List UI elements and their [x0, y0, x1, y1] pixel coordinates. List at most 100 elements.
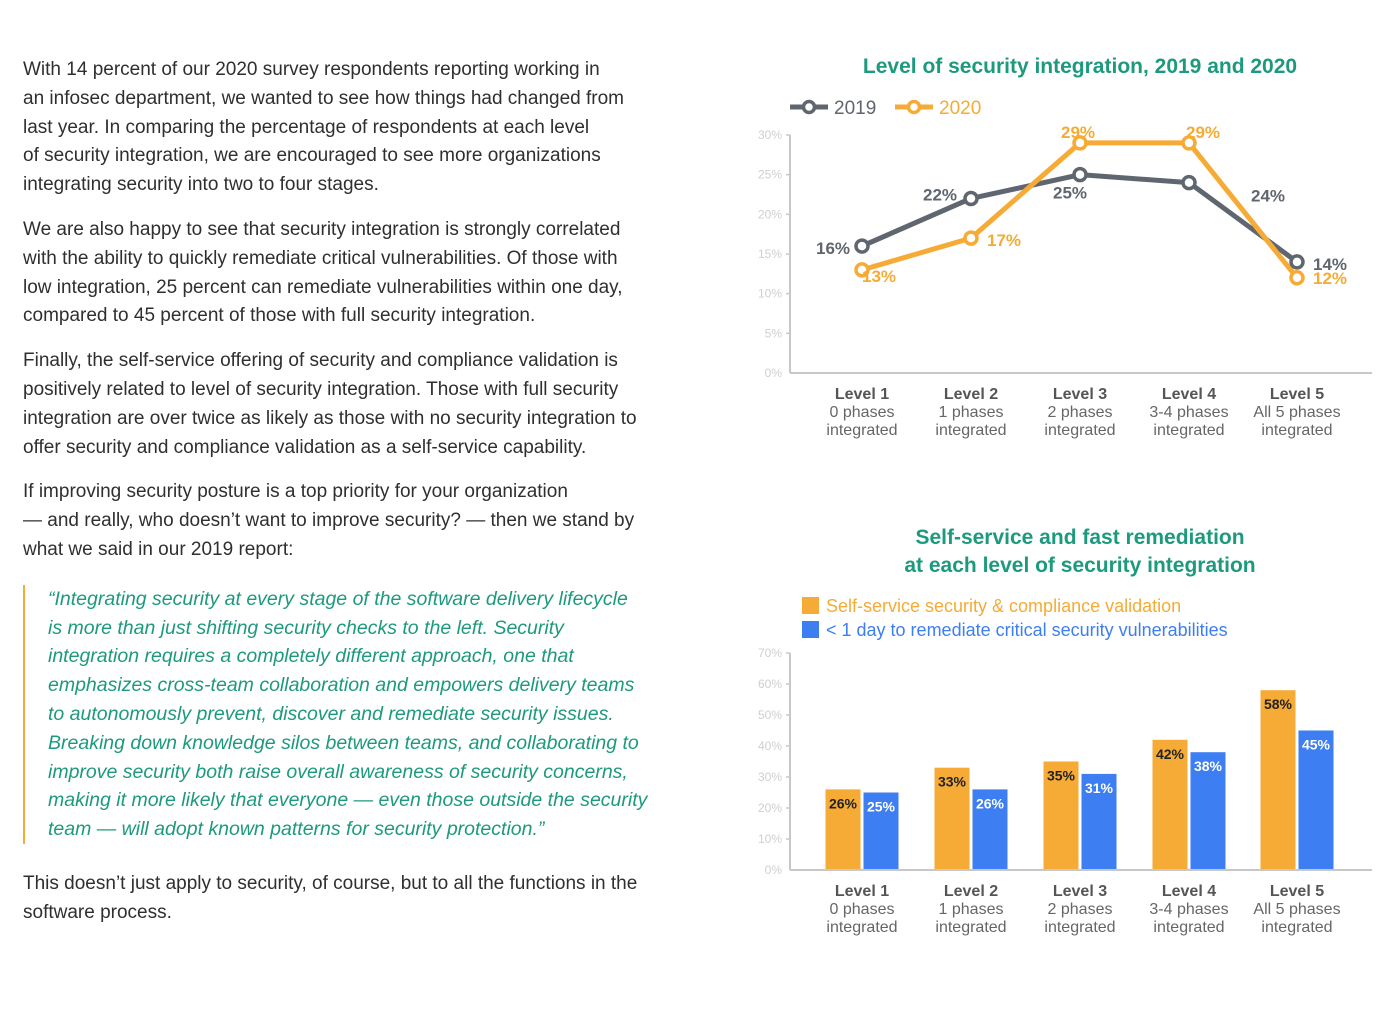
x-tick-label: Level 3 — [1053, 883, 1107, 900]
bar-0 — [934, 767, 970, 870]
bar-chart-title: Self-service and fast remediation at eac… — [904, 526, 1256, 577]
y-tick-label: 5% — [765, 326, 783, 340]
bar-1 — [1190, 752, 1226, 870]
y-tick-label: 40% — [758, 739, 782, 753]
point-2020 — [1181, 135, 1197, 151]
y-tick-label: 20% — [758, 207, 782, 221]
x-tick-label: Level 5 — [1270, 386, 1324, 403]
y-tick-label: 30% — [758, 128, 782, 142]
y-tick-label: 25% — [758, 168, 782, 182]
bar-1 — [863, 792, 899, 870]
legend-swatch-0 — [802, 597, 819, 614]
closing-paragraph: This doesn’t just apply to security, of … — [23, 872, 638, 923]
data-label-2020: 29% — [1186, 123, 1220, 142]
legend-marker-2020 — [906, 99, 922, 115]
bar-0 — [1043, 761, 1079, 870]
y-tick-label: 10% — [758, 832, 782, 846]
point-2020 — [1289, 270, 1305, 286]
bar-1 — [972, 789, 1008, 870]
legend-label-0: Self-service security & compliance valid… — [826, 596, 1181, 616]
bar-label-0: 26% — [829, 795, 858, 811]
x-tick-label: Level 1 — [835, 883, 889, 900]
bar-label-1: 26% — [976, 795, 1005, 811]
line-chart-title: Level of security integration, 2019 and … — [862, 55, 1298, 78]
x-tick-label: integrated — [826, 422, 897, 439]
y-tick-label: 0% — [765, 863, 783, 877]
point-2019 — [1072, 166, 1088, 183]
y-tick-label: 30% — [758, 770, 782, 784]
series-line-2020 — [861, 140, 1299, 280]
x-tick-label: integrated — [1044, 422, 1115, 439]
bar-0 — [1260, 690, 1296, 870]
legend-swatch-1 — [802, 621, 819, 638]
bar-0 — [1152, 739, 1188, 870]
x-tick-label: All 5 phases — [1253, 404, 1340, 421]
data-label-2020: 17% — [987, 231, 1021, 250]
point-2020 — [854, 262, 870, 278]
legend-label-2020: 2020 — [939, 98, 981, 119]
x-tick-label: 0 phases — [830, 901, 895, 918]
x-tick-label: 2 phases — [1048, 404, 1113, 421]
x-tick-label: Level 2 — [944, 883, 998, 900]
x-tick-label: Level 4 — [1162, 386, 1216, 403]
point-2019 — [963, 190, 979, 207]
x-tick-label: 3-4 phases — [1149, 404, 1228, 421]
x-tick-label: integrated — [826, 919, 897, 936]
paragraph-1: With 14 percent of our 2020 survey respo… — [23, 59, 624, 196]
article-text: With 14 percent of our 2020 survey respo… — [23, 56, 698, 944]
y-tick-label: 15% — [758, 247, 782, 261]
data-label-2019: 14% — [1313, 255, 1347, 274]
x-tick-label: Level 3 — [1053, 386, 1107, 403]
legend-label-1: < 1 day to remediate critical security v… — [826, 620, 1228, 640]
bar-label-1: 45% — [1302, 737, 1331, 753]
data-label-2019: 22% — [923, 185, 957, 204]
paragraph-3: Finally, the self-service offering of se… — [23, 350, 637, 458]
point-2020 — [1072, 135, 1088, 151]
bar-label-0: 35% — [1047, 768, 1076, 784]
x-tick-label: integrated — [1044, 919, 1115, 936]
y-tick-label: 0% — [765, 366, 783, 380]
x-tick-label: integrated — [1261, 422, 1332, 439]
bar-label-0: 42% — [1156, 746, 1185, 762]
x-tick-label: integrated — [935, 919, 1006, 936]
y-tick-label: 20% — [758, 801, 782, 815]
x-tick-label: Level 1 — [835, 386, 889, 403]
point-2019 — [854, 238, 870, 254]
y-tick-label: 60% — [758, 677, 782, 691]
x-tick-label: 0 phases — [830, 404, 895, 421]
x-tick-label: integrated — [1153, 919, 1224, 936]
x-tick-label: Level 4 — [1162, 883, 1216, 900]
legend-marker-2019 — [801, 99, 817, 115]
bar-0 — [825, 789, 861, 870]
data-label-2020: 12% — [1313, 269, 1347, 288]
bar-1 — [1081, 773, 1117, 870]
data-label-2019: 24% — [1251, 187, 1285, 206]
bar-label-1: 25% — [867, 799, 896, 815]
x-tick-label: 3-4 phases — [1149, 901, 1228, 918]
bar-chart: Self-service security & compliance valid… — [758, 596, 1372, 936]
data-label-2019: 16% — [816, 239, 850, 258]
y-tick-label: 10% — [758, 287, 782, 301]
bar-label-0: 33% — [938, 774, 967, 790]
bar-label-1: 38% — [1194, 758, 1223, 774]
x-tick-label: integrated — [1261, 919, 1332, 936]
y-tick-label: 70% — [758, 646, 782, 660]
legend-label-2019: 2019 — [834, 98, 876, 119]
paragraph-4: If improving security posture is a top p… — [23, 481, 635, 560]
bar-label-1: 31% — [1085, 780, 1114, 796]
point-2019 — [1181, 174, 1197, 191]
y-tick-label: 50% — [758, 708, 782, 722]
x-tick-label: 1 phases — [939, 901, 1004, 918]
bar-label-0: 58% — [1264, 696, 1293, 712]
data-label-2019: 25% — [1053, 184, 1087, 203]
point-2019 — [1289, 254, 1305, 270]
x-tick-label: 1 phases — [939, 404, 1004, 421]
line-chart: 2019 2020 0% 5% 10% 15% 20% 25% 30% 16% 22% 25% 24% 1… — [758, 98, 1372, 439]
x-tick-label: Level 2 — [944, 386, 998, 403]
x-tick-label: integrated — [1153, 422, 1224, 439]
paragraph-2: We are also happy to see that security i… — [23, 218, 623, 327]
point-2020 — [963, 230, 979, 246]
bar-1 — [1298, 730, 1334, 870]
data-label-2020: 29% — [1061, 123, 1095, 142]
x-tick-label: All 5 phases — [1253, 901, 1340, 918]
